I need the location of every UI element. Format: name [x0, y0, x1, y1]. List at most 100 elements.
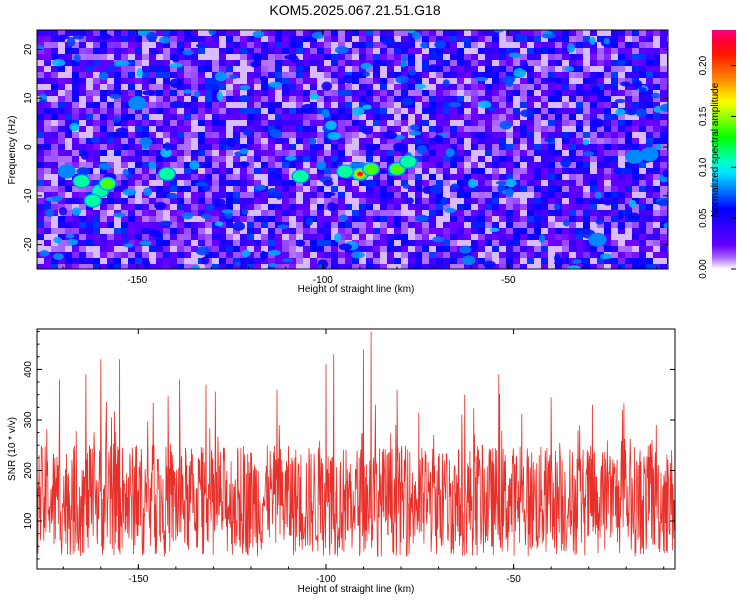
heatmap-cell — [359, 90, 367, 97]
heatmap-cell — [310, 186, 318, 193]
heatmap-cell — [429, 120, 437, 127]
heatmap-cell — [359, 72, 367, 79]
heatmap-cell — [268, 204, 276, 211]
heatmap-cell — [450, 60, 458, 67]
heatmap-cell — [366, 264, 374, 269]
heatmap-cell — [352, 198, 360, 205]
heatmap-blob — [553, 260, 564, 266]
heatmap-cell — [114, 78, 122, 85]
heatmap-cell — [352, 120, 360, 127]
heatmap-cell — [331, 90, 339, 97]
heatmap-cell — [352, 36, 360, 43]
heatmap-cell — [583, 96, 591, 103]
heatmap-cell — [163, 132, 171, 139]
heatmap-cell — [562, 36, 570, 43]
heatmap-cell — [611, 48, 619, 55]
heatmap-cell — [261, 30, 269, 37]
heatmap-cell — [604, 162, 612, 169]
heatmap-cell — [611, 60, 619, 67]
heatmap-blob — [260, 250, 267, 261]
heatmap-cell — [380, 72, 388, 79]
heatmap-cell — [590, 72, 598, 79]
heatmap-cell — [422, 210, 430, 217]
heatmap-cell — [429, 216, 437, 223]
heatmap-blob — [593, 118, 604, 128]
heatmap-cell — [443, 156, 451, 163]
heatmap-cell — [149, 108, 157, 115]
heatmap-cell — [660, 36, 668, 43]
heatmap-cell — [506, 252, 514, 259]
heatmap-cell — [310, 78, 318, 85]
heatmap-cell — [37, 204, 45, 211]
heatmap-cell — [86, 66, 94, 73]
heatmap-cell — [527, 36, 535, 43]
heatmap-cell — [261, 162, 269, 169]
heatmap-cell — [317, 228, 325, 235]
heatmap-cell — [254, 138, 262, 145]
heatmap-cell — [590, 258, 598, 265]
heatmap-cell — [499, 114, 507, 121]
heatmap-cell — [457, 216, 465, 223]
heatmap-cell — [177, 204, 185, 211]
heatmap-cell — [254, 180, 262, 187]
heatmap-cell — [37, 120, 45, 127]
heatmap-cell — [37, 216, 45, 223]
heatmap-cell — [65, 126, 73, 133]
heatmap-cell — [632, 192, 640, 199]
heatmap-cell — [478, 60, 486, 67]
heatmap-cell — [408, 30, 416, 37]
heatmap-cell — [254, 228, 262, 235]
heatmap-cell — [338, 180, 346, 187]
heatmap-cell — [72, 78, 80, 85]
heatmap-cell — [191, 210, 199, 217]
heatmap-cell — [408, 108, 416, 115]
heatmap-cell — [373, 216, 381, 223]
heatmap-cell — [254, 174, 262, 181]
heatmap-cell — [240, 144, 248, 151]
heatmap-cell — [226, 204, 234, 211]
heatmap-cell — [338, 264, 346, 269]
heatmap-cell — [149, 72, 157, 79]
heatmap-cell — [296, 78, 304, 85]
heatmap-cell — [569, 30, 577, 37]
heatmap-cell — [142, 66, 150, 73]
heatmap-cell — [429, 240, 437, 247]
heatmap-cell — [184, 222, 192, 229]
heatmap-cell — [443, 114, 451, 121]
heatmap-cell — [373, 234, 381, 241]
heatmap-cell — [373, 228, 381, 235]
heatmap-cell — [443, 216, 451, 223]
heatmap-cell — [51, 84, 59, 91]
heatmap-cell — [653, 78, 661, 85]
heatmap-cell — [478, 42, 486, 49]
heatmap-cell — [303, 252, 311, 259]
heatmap-cell — [156, 144, 164, 151]
heatmap-cell — [72, 216, 80, 223]
heatmap-cell — [191, 60, 199, 67]
heatmap-cell — [576, 222, 584, 229]
heatmap-cell — [317, 156, 325, 163]
heatmap-cell — [191, 54, 199, 61]
heatmap-cell — [184, 156, 192, 163]
heatmap-cell — [422, 54, 430, 61]
heatmap-cell — [128, 180, 136, 187]
heatmap-blob — [76, 167, 90, 176]
heatmap-hotspot — [57, 164, 76, 179]
heatmap-cell — [394, 204, 402, 211]
heatmap-cell — [268, 60, 276, 67]
heatmap-hotspot — [364, 164, 378, 174]
heatmap-cell — [72, 204, 80, 211]
heatmap-cell — [254, 240, 262, 247]
heatmap-cell — [296, 258, 304, 265]
heatmap-cell — [128, 66, 136, 73]
heatmap-cell — [527, 114, 535, 121]
heatmap-cell — [415, 168, 423, 175]
heatmap-cell — [471, 126, 479, 133]
heatmap-cell — [513, 258, 521, 265]
heatmap-cell — [422, 78, 430, 85]
heatmap-cell — [135, 216, 143, 223]
heatmap-cell — [310, 48, 318, 55]
heatmap-cell — [163, 54, 171, 61]
heatmap-cell — [625, 42, 633, 49]
